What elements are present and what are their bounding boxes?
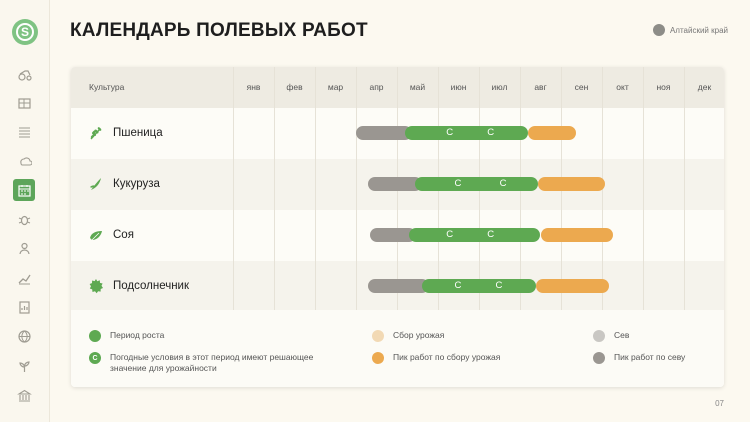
legend-harvest-label: Сбор урожая [393,330,445,340]
legend-sowing-peak: Пик работ по севу [593,352,685,364]
region-icon [652,24,665,36]
calendar-icon[interactable] [13,179,35,202]
legend-harvest-peak-label: Пик работ по сбору урожая [393,352,501,362]
grid-line [684,67,685,310]
field-icon[interactable] [13,121,35,143]
logo-letter: S [16,23,34,41]
critical-symbol: С [92,354,98,362]
farmer-icon[interactable] [13,238,35,260]
warehouse-icon[interactable] [13,91,35,113]
page-title: КАЛЕНДАРЬ ПОЛЕВЫХ РАБОТ [70,20,368,41]
harvest-peak-dot [372,352,384,364]
document-chart-icon[interactable] [13,296,35,318]
tractor-icon[interactable] [13,62,35,84]
growth-dot [89,330,101,342]
legend: Период роста С Погодные условия в этот п… [71,310,724,387]
critical-weather-mark: С [499,178,507,189]
critical-weather-mark: С [487,229,495,240]
region-name: Алтайский край [669,25,728,35]
month-header: май [409,82,426,92]
legend-harvest: Сбор урожая [372,330,444,342]
month-header: июн [450,82,467,92]
growth-chart-icon[interactable] [13,267,35,289]
sowing-dot [593,330,605,342]
sowing-bar [356,126,413,140]
grid-line [274,67,275,310]
legend-harvest-peak: Пик работ по сбору урожая [372,352,500,364]
harvest-bar [538,177,605,191]
sowing-bar [370,228,417,242]
critical-weather-mark: С [446,127,454,138]
month-header: окт [616,82,629,92]
sowing-peak-dot [593,352,605,364]
critical-weather-mark: С [454,178,462,189]
legend-sowing: Сев [593,330,629,342]
legend-critical: С Погодные условия в этот период имеют р… [89,352,329,374]
month-header: янв [246,82,261,92]
grid-line [643,67,644,310]
grid-line [233,67,234,310]
culture-column-header: Культура [89,82,125,92]
legend-sowing-label: Сев [614,330,630,340]
grid-line [356,67,357,310]
month-header: фев [286,82,303,92]
sowing-bar [368,279,429,293]
region-label: Алтайский край [652,24,728,36]
crop-name: Подсолнечник [113,280,190,292]
month-header: сен [574,82,589,92]
page-number: 07 [715,399,724,408]
grid-line [315,67,316,310]
legend-growth-label: Период роста [110,330,165,340]
weather-icon[interactable] [13,150,35,172]
critical-weather-mark: С [487,127,495,138]
month-header: ноя [656,82,671,92]
critical-dot: С [89,352,101,364]
sowing-bar [368,177,423,191]
soy-icon [88,227,104,243]
legend-growth: Период роста [89,330,164,342]
harvest-bar [528,126,577,140]
sunflower-icon [88,278,104,294]
bug-icon[interactable] [13,209,35,231]
crop-name: Пшеница [113,127,163,139]
corn-icon [88,176,104,192]
globe-icon[interactable] [13,326,35,348]
calendar-card: Культура янв фев мар апр май июн июл авг сен окт н… [71,67,724,387]
harvest-dot [372,330,384,342]
month-header: дек [697,82,712,92]
critical-weather-mark: С [446,229,454,240]
sidebar: S [0,0,50,422]
logo[interactable]: S [12,19,38,45]
legend-sowing-peak-label: Пик работ по севу [614,352,686,362]
critical-weather-mark: С [495,280,503,291]
critical-weather-mark: С [454,280,462,291]
legend-critical-label: Погодные условия в этот период имеют реш… [110,352,314,373]
crop-name: Соя [113,229,134,241]
wheat-icon [88,125,104,141]
month-header: апр [369,82,384,92]
plant-icon[interactable] [13,355,35,377]
harvest-bar [536,279,609,293]
month-header: авг [534,82,547,92]
month-header: июл [491,82,508,92]
crop-name: Кукуруза [113,178,160,190]
harvest-bar [540,228,614,242]
month-header: мар [327,82,344,92]
bank-icon[interactable] [13,384,35,406]
